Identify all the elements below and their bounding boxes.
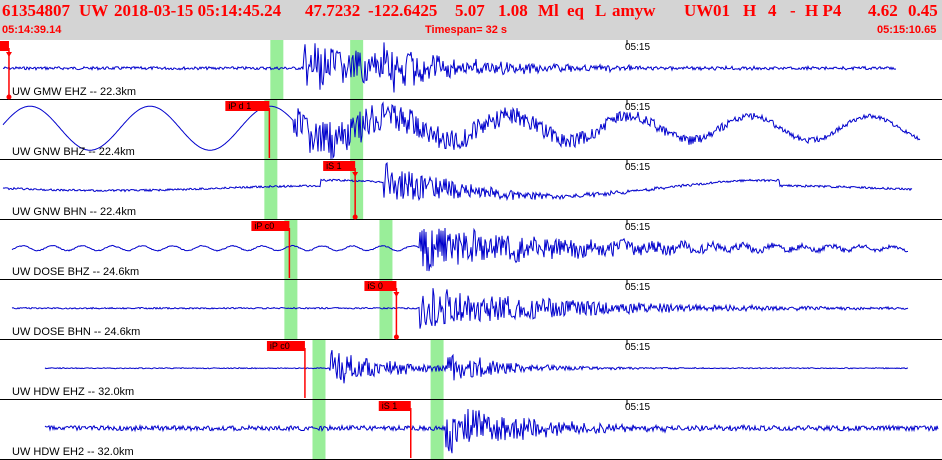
- phase-pick-tag[interactable]: [266, 341, 305, 351]
- trace-row[interactable]: 05:15 iS 1 UW GNW BHN -- 22.4km: [0, 160, 942, 220]
- quality-flag: H: [743, 1, 757, 20]
- solution-version: 01: [713, 1, 730, 20]
- analysis-window: [270, 40, 284, 100]
- event-header: 61354807 UW 2018-03-15 05:14:45.24 47.72…: [0, 0, 942, 40]
- trace-row[interactable]: 05:15 iP c0 UW DOSE BHZ -- 24.6km: [0, 220, 942, 280]
- trace-row[interactable]: 05:15 iS 1 UW HDW EH2 -- 32.0km: [0, 400, 942, 460]
- network-code: UW: [79, 1, 109, 20]
- phase-pick-label: iS 0: [367, 281, 383, 291]
- author: amyw: [612, 1, 656, 20]
- magnitude: 1.08: [498, 1, 528, 20]
- analysis-window: [264, 100, 278, 160]
- phase-count: 4: [768, 1, 777, 20]
- dash: -: [790, 1, 796, 20]
- waveform-trace: [44, 408, 939, 454]
- magnitude-type: Ml: [538, 1, 559, 20]
- minute-label: 05:15: [625, 282, 650, 293]
- phase-pick-tag[interactable]: [0, 41, 9, 51]
- minute-label: 05:15: [625, 102, 650, 113]
- trace-row[interactable]: 05:15 iP d 1 UW GNW BHZ -- 22.4km: [0, 100, 942, 160]
- timespan-start: 05:14:39.14: [2, 24, 62, 36]
- waveform-trace: [2, 161, 913, 202]
- phase-pick-label: iP c0: [254, 221, 274, 231]
- minute-label: 05:15: [625, 42, 650, 53]
- channel-label: UW GNW BHZ -- 22.4km: [12, 146, 135, 158]
- analysis-window: [284, 280, 298, 340]
- minute-label: 05:15: [625, 162, 650, 173]
- longitude: -122.6425: [368, 1, 438, 20]
- waveform-trace: [44, 349, 909, 384]
- phase-pick-tag[interactable]: [323, 161, 356, 171]
- phase-pick-label: iP d 1: [228, 101, 251, 111]
- polarity-marker: [5, 52, 12, 57]
- channel-label: UW GMW EHZ -- 22.3km: [12, 86, 136, 98]
- analysis-window: [312, 340, 326, 400]
- value-a: 4.62: [868, 1, 898, 20]
- event-id: 61354807: [2, 1, 70, 20]
- phase-pick-tag[interactable]: [364, 281, 397, 291]
- phase-pick-label: iP c0: [270, 341, 290, 351]
- event-summary-line: 61354807 UW 2018-03-15 05:14:45.24 47.72…: [0, 1, 942, 23]
- analysis-window: [284, 220, 298, 280]
- pick-end-marker: [393, 334, 399, 340]
- phase-pick-label: iS 1: [382, 401, 398, 411]
- pick-end-marker: [6, 94, 12, 100]
- phase-pick-tag[interactable]: [378, 401, 411, 411]
- timespan-end: 05:15:10.65: [877, 24, 937, 36]
- waveform-trace: [11, 227, 909, 272]
- polarity-marker: [393, 292, 400, 297]
- waveform-trace: [2, 101, 921, 160]
- trace-row[interactable]: 05:15 iP c0 UW HDW EHZ -- 32.0km: [0, 340, 942, 400]
- channel-label: UW DOSE BHN -- 24.6km: [12, 326, 140, 338]
- analysis-window: [379, 220, 393, 280]
- phase-pick-label: iS 1: [326, 161, 342, 171]
- channel-label: UW GNW BHN -- 22.4km: [12, 206, 136, 218]
- processing-state: L: [595, 1, 607, 20]
- waveform-trace: [2, 42, 897, 93]
- waveform-trace: [11, 288, 909, 329]
- polarity-marker: [352, 172, 359, 177]
- minute-label: 05:15: [625, 342, 650, 353]
- analysis-window: [350, 100, 364, 160]
- analysis-window: [430, 340, 444, 400]
- minute-label: 05:15: [625, 402, 650, 413]
- analysis-window: [379, 280, 393, 340]
- trace-row[interactable]: 05:15 iS 0 UW DOSE BHN -- 24.6km: [0, 280, 942, 340]
- analysis-window: [264, 160, 278, 220]
- value-b: 0.45: [908, 1, 938, 20]
- depth: 5.07: [455, 1, 485, 20]
- minute-label: 05:15: [625, 222, 650, 233]
- channel-label: UW HDW EH2 -- 32.0km: [12, 446, 134, 458]
- latitude: 47.7232: [305, 1, 361, 20]
- solution-network: UW: [684, 1, 714, 20]
- phase-pick-tag[interactable]: [225, 101, 270, 111]
- channel-label: UW HDW EHZ -- 32.0km: [12, 386, 134, 398]
- pick-end-marker: [352, 214, 358, 220]
- channel-label: UW DOSE BHZ -- 24.6km: [12, 266, 139, 278]
- analysis-window: [350, 160, 364, 220]
- preferred-phase: H P4: [805, 1, 842, 20]
- timespan-label: Timespan= 32 s: [425, 24, 508, 36]
- event-type: eq: [567, 1, 584, 20]
- phase-pick-tag[interactable]: [251, 221, 290, 231]
- origin-time: 2018-03-15 05:14:45.24: [114, 1, 282, 20]
